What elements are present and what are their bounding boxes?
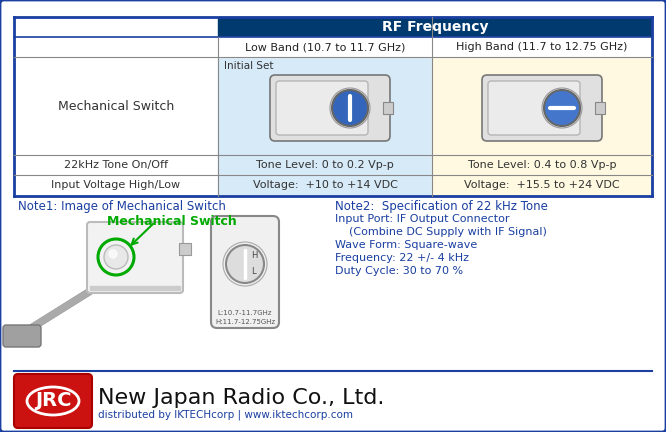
Text: H:11.7-12.75GHz: H:11.7-12.75GHz — [215, 319, 275, 325]
Text: Frequency: 22 +/- 4 kHz: Frequency: 22 +/- 4 kHz — [335, 253, 469, 263]
Text: 22kHz Tone On/Off: 22kHz Tone On/Off — [64, 160, 168, 170]
FancyBboxPatch shape — [3, 325, 41, 347]
Text: RF Frequency: RF Frequency — [382, 20, 488, 34]
Bar — [432, 57, 652, 155]
Text: Mechanical Switch: Mechanical Switch — [58, 99, 174, 112]
Bar — [179, 243, 191, 255]
Text: Voltage:  +10 to +14 VDC: Voltage: +10 to +14 VDC — [252, 181, 398, 191]
Text: Wave Form: Square-wave: Wave Form: Square-wave — [335, 240, 478, 250]
Text: (Combine DC Supply with IF Signal): (Combine DC Supply with IF Signal) — [335, 227, 547, 237]
FancyBboxPatch shape — [276, 81, 368, 135]
Text: JRC: JRC — [35, 391, 71, 410]
Text: Low Band (10.7 to 11.7 GHz): Low Band (10.7 to 11.7 GHz) — [245, 42, 405, 52]
Text: Note2:  Specification of 22 kHz Tone: Note2: Specification of 22 kHz Tone — [335, 200, 548, 213]
FancyBboxPatch shape — [14, 374, 92, 428]
Bar — [432, 175, 652, 196]
Bar — [218, 155, 432, 175]
Text: H: H — [251, 251, 257, 260]
Bar — [432, 155, 652, 175]
Text: Input Port: IF Output Connector: Input Port: IF Output Connector — [335, 214, 509, 224]
Circle shape — [332, 90, 368, 126]
Text: Input Voltage High/Low: Input Voltage High/Low — [51, 181, 180, 191]
Bar — [218, 57, 432, 155]
FancyBboxPatch shape — [87, 222, 183, 293]
Text: L:10.7-11.7GHz: L:10.7-11.7GHz — [218, 310, 272, 316]
Bar — [595, 102, 605, 114]
Text: Mechanical Switch: Mechanical Switch — [107, 215, 237, 228]
Bar — [218, 17, 652, 37]
Text: Tone Level: 0.4 to 0.8 Vp-p: Tone Level: 0.4 to 0.8 Vp-p — [468, 160, 616, 170]
Text: Tone Level: 0 to 0.2 Vp-p: Tone Level: 0 to 0.2 Vp-p — [256, 160, 394, 170]
Text: L: L — [251, 267, 256, 276]
FancyBboxPatch shape — [488, 81, 580, 135]
Text: Voltage:  +15.5 to +24 VDC: Voltage: +15.5 to +24 VDC — [464, 181, 620, 191]
Bar — [14, 37, 652, 57]
Text: New Japan Radio Co., Ltd.: New Japan Radio Co., Ltd. — [98, 388, 384, 408]
Text: Note1: Image of Mechanical Switch: Note1: Image of Mechanical Switch — [18, 200, 226, 213]
Text: High Band (11.7 to 12.75 GHz): High Band (11.7 to 12.75 GHz) — [456, 42, 627, 52]
Circle shape — [109, 250, 117, 258]
Text: distributed by IKTECHcorp | www.iktechcorp.com: distributed by IKTECHcorp | www.iktechco… — [98, 410, 353, 420]
Bar — [218, 175, 432, 196]
Bar — [383, 102, 393, 114]
Text: (enlarged): (enlarged) — [218, 219, 272, 229]
Circle shape — [544, 90, 580, 126]
Text: Duty Cycle: 30 to 70 %: Duty Cycle: 30 to 70 % — [335, 266, 463, 276]
Circle shape — [104, 245, 128, 269]
FancyBboxPatch shape — [482, 75, 602, 141]
Circle shape — [226, 245, 264, 283]
FancyBboxPatch shape — [211, 216, 279, 328]
Text: Initial Set: Initial Set — [224, 61, 274, 71]
FancyBboxPatch shape — [270, 75, 390, 141]
Bar — [90, 286, 180, 290]
